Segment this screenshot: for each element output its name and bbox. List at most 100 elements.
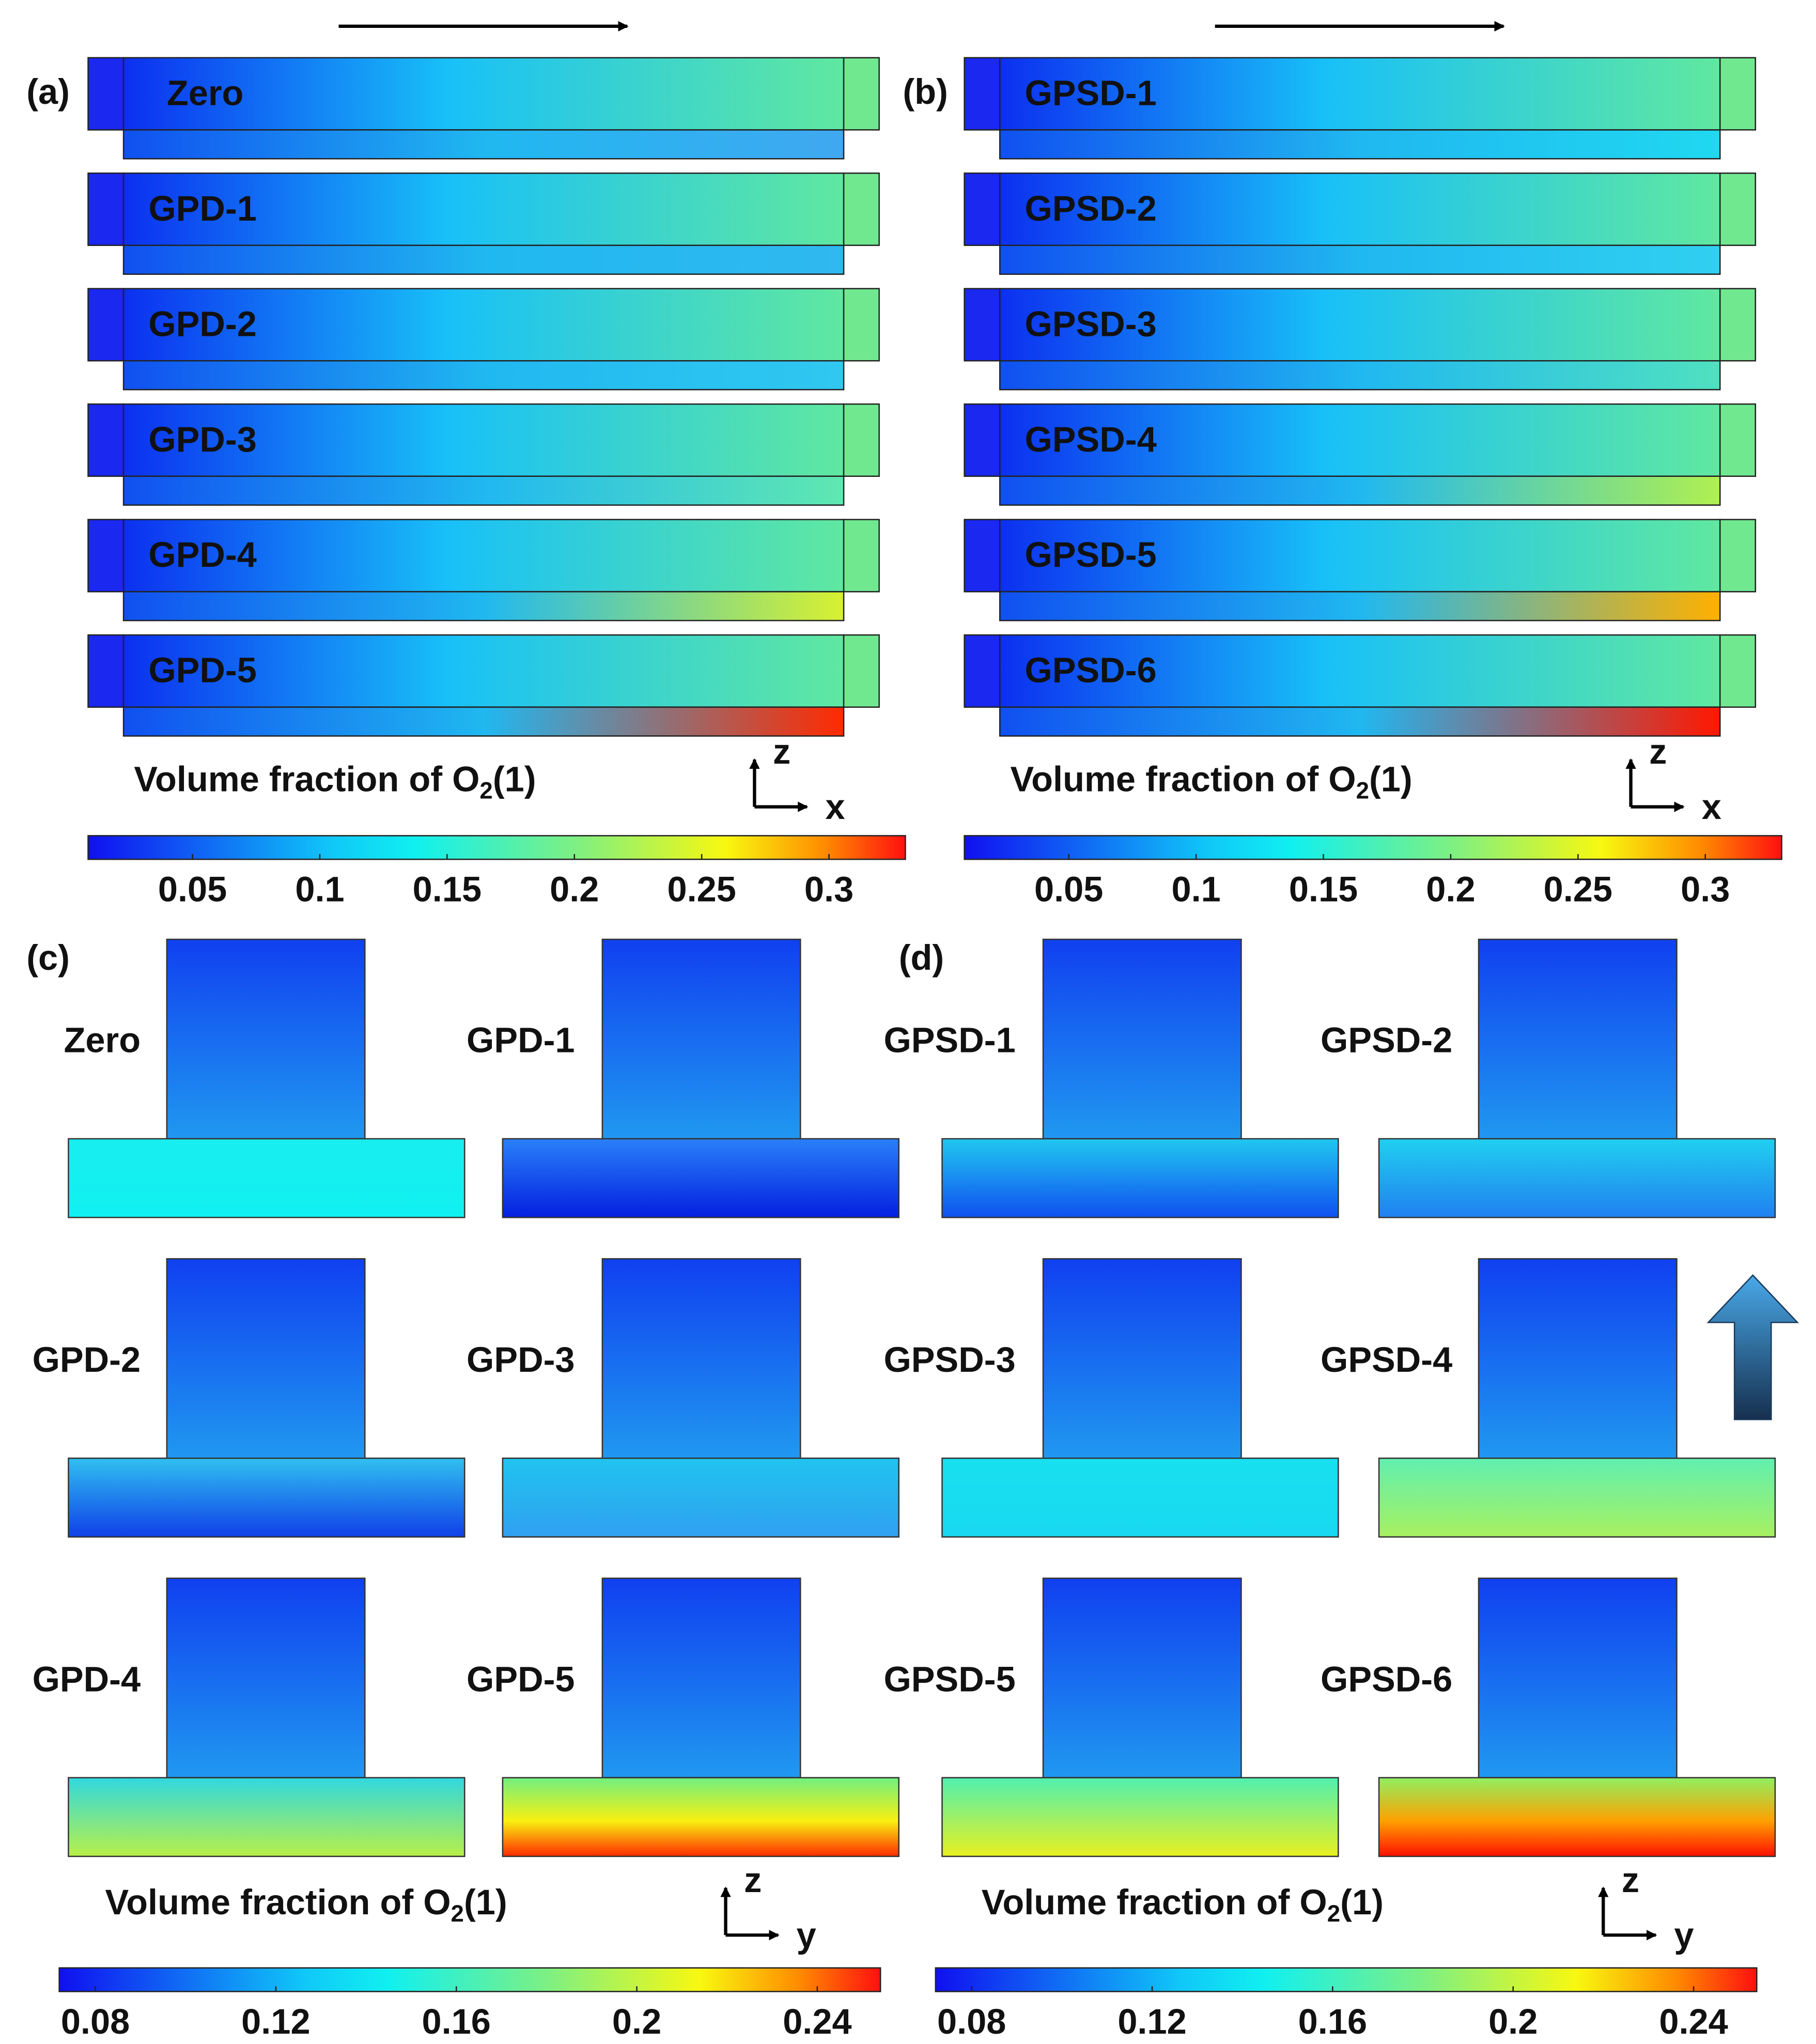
- colorbar: [964, 835, 1782, 860]
- axis-label: x: [826, 787, 845, 827]
- inlet-block: [87, 519, 125, 593]
- colorbar-tick-label: 0.2: [612, 2002, 661, 2041]
- channel-field: [1042, 938, 1242, 1140]
- colorbar-tick-label: 0.12: [1117, 2002, 1186, 2041]
- colorbar-tick-label: 0.25: [667, 870, 736, 909]
- gdl-field: [68, 1777, 465, 1857]
- axis-label: y: [1674, 1915, 1694, 1955]
- inlet-block: [87, 403, 125, 477]
- case-label: Zero: [64, 1020, 141, 1060]
- case-label: GPSD-1: [1025, 73, 1156, 113]
- outlet-block: [843, 172, 880, 246]
- gdl-field: [122, 360, 845, 391]
- colorbar-tick-label: 0.05: [1034, 870, 1103, 909]
- channel-field: [999, 519, 1721, 593]
- title-text: Volume fraction of O: [134, 759, 479, 799]
- gdl-field: [999, 591, 1721, 622]
- case-label: GPSD-2: [1321, 1020, 1452, 1060]
- channel-field: [122, 634, 845, 708]
- colorbar-tick-label: 0.16: [422, 2002, 491, 2041]
- colorbar-tick-label: 0.2: [1426, 870, 1475, 909]
- inlet-block: [964, 57, 1001, 131]
- inlet-block: [964, 172, 1001, 246]
- inlet-block: [87, 57, 125, 131]
- inlet-block: [87, 288, 125, 362]
- case-label: GPD-4: [148, 535, 257, 575]
- title-sub: 2: [479, 778, 492, 804]
- case-label: GPD-2: [148, 304, 257, 344]
- colorbar-tick-label: 0.15: [1289, 870, 1358, 909]
- axis-label: z: [744, 1860, 762, 1900]
- channel-field: [1042, 1258, 1242, 1459]
- case-label: GPD-2: [33, 1340, 141, 1380]
- inlet-block: [964, 403, 1001, 477]
- colorbar-tick-label: 0.16: [1298, 2002, 1367, 2041]
- inlet-block: [964, 519, 1001, 593]
- case-label: GPSD-3: [1025, 304, 1156, 344]
- gdl-field: [999, 129, 1721, 160]
- colorbar-title: Volume fraction of O2(1): [982, 1882, 1384, 1927]
- colorbar-tick-label: 0.2: [550, 870, 599, 909]
- gdl-field: [502, 1457, 899, 1538]
- colorbar-tick-label: 0.25: [1544, 870, 1612, 909]
- gdl-field: [1378, 1777, 1776, 1857]
- colorbar-tick-label: 0.1: [1171, 870, 1220, 909]
- panel-label: (a): [26, 72, 70, 112]
- gdl-field: [1378, 1138, 1776, 1218]
- outlet-block: [843, 403, 880, 477]
- case-label: GPSD-5: [1025, 535, 1156, 575]
- gdl-field: [941, 1457, 1339, 1538]
- gdl-field: [122, 244, 845, 275]
- colorbar-tick-label: 0.08: [61, 2002, 130, 2041]
- colorbar-tick-label: 0.3: [804, 870, 853, 909]
- gdl-field: [999, 360, 1721, 391]
- channel-field: [166, 1258, 366, 1459]
- case-label: GPSD-6: [1025, 651, 1156, 690]
- channel-field: [1478, 1258, 1678, 1459]
- colorbar-tick-label: 0.12: [241, 2002, 310, 2041]
- case-label: GPD-3: [467, 1340, 575, 1380]
- gdl-field: [941, 1138, 1339, 1218]
- colorbar-title: Volume fraction of O2(1): [1011, 759, 1413, 803]
- title-tail: (1): [1369, 759, 1413, 799]
- colorbar: [58, 1967, 881, 1992]
- outlet-block: [1719, 288, 1757, 362]
- axis-label: x: [1702, 787, 1721, 827]
- case-label: GPD-1: [148, 189, 257, 228]
- outlet-block: [843, 57, 880, 131]
- channel-field: [999, 57, 1721, 131]
- colorbar-tick-label: 0.24: [1659, 2002, 1728, 2041]
- case-label: GPSD-2: [1025, 189, 1156, 228]
- colorbar-title: Volume fraction of O2(1): [134, 759, 536, 803]
- colorbar-tick-label: 0.15: [413, 870, 482, 909]
- case-label: GPSD-5: [883, 1659, 1015, 1699]
- case-label: GPSD-4: [1025, 420, 1156, 459]
- panel-label: (d): [899, 938, 944, 978]
- channel-field: [166, 938, 366, 1140]
- outlet-block: [843, 634, 880, 708]
- case-label: Zero: [167, 73, 244, 113]
- channel-field: [122, 403, 845, 477]
- gdl-field: [122, 475, 845, 506]
- panel-label: (c): [26, 938, 70, 978]
- panel-label: (b): [903, 72, 948, 112]
- axis-label: z: [1649, 732, 1667, 771]
- case-label: GPSD-6: [1321, 1659, 1452, 1699]
- channel-field: [601, 1258, 801, 1459]
- gdl-field: [122, 706, 845, 737]
- colorbar-tick-label: 0.05: [158, 870, 227, 909]
- title-tail: (1): [493, 759, 536, 799]
- case-label: GPD-4: [33, 1659, 141, 1699]
- channel-field: [1478, 938, 1678, 1140]
- outlet-block: [843, 519, 880, 593]
- colorbar-tick-label: 0.2: [1488, 2002, 1538, 2041]
- gdl-field: [502, 1138, 899, 1218]
- title-tail: (1): [1340, 1882, 1384, 1922]
- colorbar-tick-label: 0.1: [295, 870, 344, 909]
- channel-field: [601, 938, 801, 1140]
- title-text: Volume fraction of O: [105, 1882, 451, 1922]
- inlet-block: [87, 634, 125, 708]
- gdl-field: [999, 475, 1721, 506]
- outlet-block: [1719, 172, 1757, 246]
